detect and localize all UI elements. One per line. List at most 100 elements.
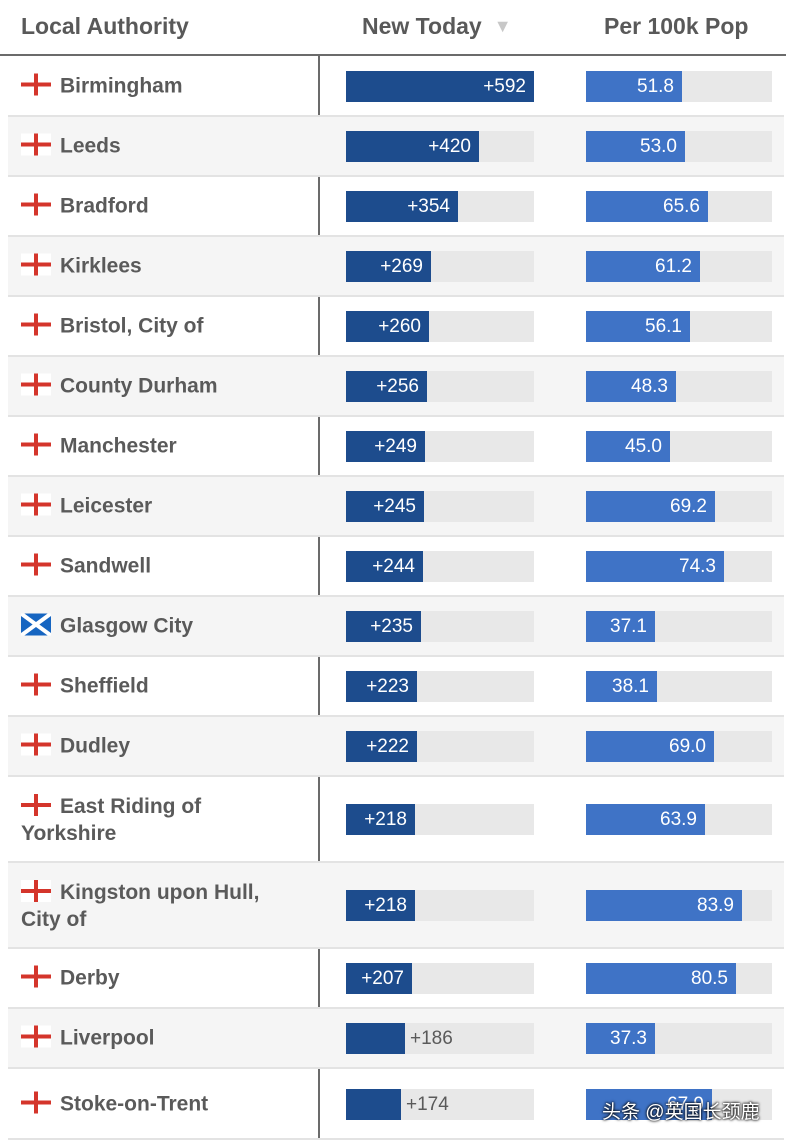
table-row[interactable]: Stoke-on-Trent +174 67.9 bbox=[8, 1069, 784, 1140]
local-authority-name: County Durham bbox=[21, 373, 311, 400]
local-authority-label: Dudley bbox=[60, 734, 131, 758]
new-today-bar: +244 bbox=[346, 551, 423, 582]
new-today-bar-track: +235 bbox=[346, 611, 534, 642]
table-row[interactable]: Kingston upon Hull, City of +218 83.9 bbox=[8, 863, 784, 949]
table-row[interactable]: Birmingham +592 51.8 bbox=[8, 57, 784, 117]
table-row[interactable]: Sandwell +244 74.3 bbox=[8, 537, 784, 597]
local-authority-label: Sheffield bbox=[60, 674, 149, 698]
per-100k-value: 48.3 bbox=[631, 376, 668, 397]
per-100k-bar-track: 74.3 bbox=[586, 551, 772, 582]
table-row[interactable]: Dudley +222 69.0 bbox=[8, 717, 784, 777]
per-100k-bar-track: 53.0 bbox=[586, 131, 772, 162]
per-100k-bar: 63.9 bbox=[586, 804, 705, 835]
new-today-bar-track: +245 bbox=[346, 491, 534, 522]
per-100k-value: 61.2 bbox=[655, 256, 692, 277]
table-row[interactable]: Sheffield +223 38.1 bbox=[8, 657, 784, 717]
new-today-bar: +260 bbox=[346, 311, 429, 342]
per-100k-bar: 83.9 bbox=[586, 890, 742, 921]
table-row[interactable]: Leeds +420 53.0 bbox=[8, 117, 784, 177]
table-row[interactable]: Leicester +245 69.2 bbox=[8, 477, 784, 537]
new-today-value: +249 bbox=[374, 436, 417, 457]
new-today-bar: +218 bbox=[346, 804, 415, 835]
per-100k-bar: 37.1 bbox=[586, 611, 655, 642]
local-authority-label: Bradford bbox=[60, 194, 149, 218]
column-header-local-authority[interactable]: Local Authority bbox=[21, 13, 189, 39]
new-today-bar: +223 bbox=[346, 671, 417, 702]
sort-descending-icon[interactable]: ▼ bbox=[493, 16, 512, 36]
local-authority-label: Manchester bbox=[60, 434, 177, 458]
table-row[interactable]: East Riding of Yorkshire +218 63.9 bbox=[8, 777, 784, 863]
new-today-value: +218 bbox=[364, 895, 407, 916]
new-today-bar: +218 bbox=[346, 890, 415, 921]
england-flag-icon bbox=[21, 553, 51, 576]
table-row[interactable]: Kirklees +269 61.2 bbox=[8, 237, 784, 297]
per-100k-bar: 38.1 bbox=[586, 671, 657, 702]
table-row[interactable]: Glasgow City +235 37.1 bbox=[8, 597, 784, 657]
new-today-value: +269 bbox=[380, 256, 423, 277]
new-today-bar-track: +256 bbox=[346, 371, 534, 402]
table-row[interactable]: Derby +207 80.5 bbox=[8, 949, 784, 1009]
per-100k-value: 38.1 bbox=[612, 676, 649, 697]
per-100k-bar: 80.5 bbox=[586, 963, 736, 994]
per-100k-bar: 69.0 bbox=[586, 731, 714, 762]
england-flag-icon bbox=[21, 1025, 51, 1048]
column-header-per-100k[interactable]: Per 100k Pop bbox=[604, 13, 749, 39]
per-100k-value: 53.0 bbox=[640, 136, 677, 157]
new-today-bar: +354 bbox=[346, 191, 458, 222]
per-100k-bar-track: 61.2 bbox=[586, 251, 772, 282]
per-100k-value: 69.0 bbox=[669, 736, 706, 757]
new-today-value: +207 bbox=[361, 968, 404, 989]
table-row[interactable]: Bradford +354 65.6 bbox=[8, 177, 784, 237]
per-100k-bar: 67.9 bbox=[586, 1088, 712, 1120]
new-today-bar-track: +174 bbox=[346, 1088, 534, 1120]
table-row[interactable]: County Durham +256 48.3 bbox=[8, 357, 784, 417]
per-100k-bar-track: 69.2 bbox=[586, 491, 772, 522]
new-today-value: +223 bbox=[366, 676, 409, 697]
local-authority-name: Glasgow City bbox=[21, 613, 311, 640]
new-today-bar-track: +420 bbox=[346, 131, 534, 162]
local-authority-name: Dudley bbox=[21, 733, 311, 760]
england-flag-icon bbox=[21, 1091, 51, 1113]
new-today-bar: +222 bbox=[346, 731, 417, 762]
new-today-bar: +269 bbox=[346, 251, 431, 282]
new-today-bar-track: +218 bbox=[346, 890, 534, 921]
england-flag-icon bbox=[21, 794, 51, 816]
table-row[interactable]: Bristol, City of +260 56.1 bbox=[8, 297, 784, 357]
local-authority-label: Leeds bbox=[60, 134, 121, 158]
england-flag-icon bbox=[21, 133, 51, 156]
england-flag-icon bbox=[21, 433, 51, 456]
new-today-bar-track: +269 bbox=[346, 251, 534, 282]
per-100k-bar: 37.3 bbox=[586, 1023, 655, 1054]
table-row[interactable]: Liverpool +186 37.3 bbox=[8, 1009, 784, 1069]
local-authority-label: Bristol, City of bbox=[60, 314, 204, 338]
table-row[interactable]: Manchester +249 45.0 bbox=[8, 417, 784, 477]
new-today-bar-track: +244 bbox=[346, 551, 534, 582]
england-flag-icon bbox=[21, 313, 51, 336]
new-today-bar-track: +207 bbox=[346, 963, 534, 994]
per-100k-bar: 61.2 bbox=[586, 251, 700, 282]
local-authority-label: Derby bbox=[60, 966, 120, 990]
new-today-value: +174 bbox=[406, 1093, 449, 1115]
per-100k-bar-track: 38.1 bbox=[586, 671, 772, 702]
new-today-value: +592 bbox=[483, 76, 526, 97]
per-100k-bar: 69.2 bbox=[586, 491, 715, 522]
england-flag-icon bbox=[21, 493, 51, 516]
new-today-value: +218 bbox=[364, 809, 407, 830]
watermark: 头条 @英国长颈鹿 bbox=[602, 1102, 760, 1123]
england-flag-icon bbox=[21, 373, 51, 396]
column-header-new-today-label: New Today bbox=[362, 13, 482, 39]
per-100k-bar-track: 37.1 bbox=[586, 611, 772, 642]
new-today-value: +245 bbox=[373, 496, 416, 517]
new-today-bar: +249 bbox=[346, 431, 425, 462]
per-100k-bar: 48.3 bbox=[586, 371, 676, 402]
new-today-bar: +256 bbox=[346, 371, 427, 402]
local-authority-name: East Riding of Yorkshire bbox=[21, 793, 311, 847]
per-100k-value: 69.2 bbox=[670, 496, 707, 517]
per-100k-value: 83.9 bbox=[697, 895, 734, 916]
local-authority-name: Leeds bbox=[21, 133, 311, 160]
new-today-value: +222 bbox=[366, 736, 409, 757]
per-100k-bar-track: 83.9 bbox=[586, 890, 772, 921]
local-authority-name: Sheffield bbox=[21, 673, 311, 700]
new-today-value: +235 bbox=[370, 616, 413, 637]
column-header-new-today[interactable]: New Today ▼ bbox=[362, 13, 512, 40]
